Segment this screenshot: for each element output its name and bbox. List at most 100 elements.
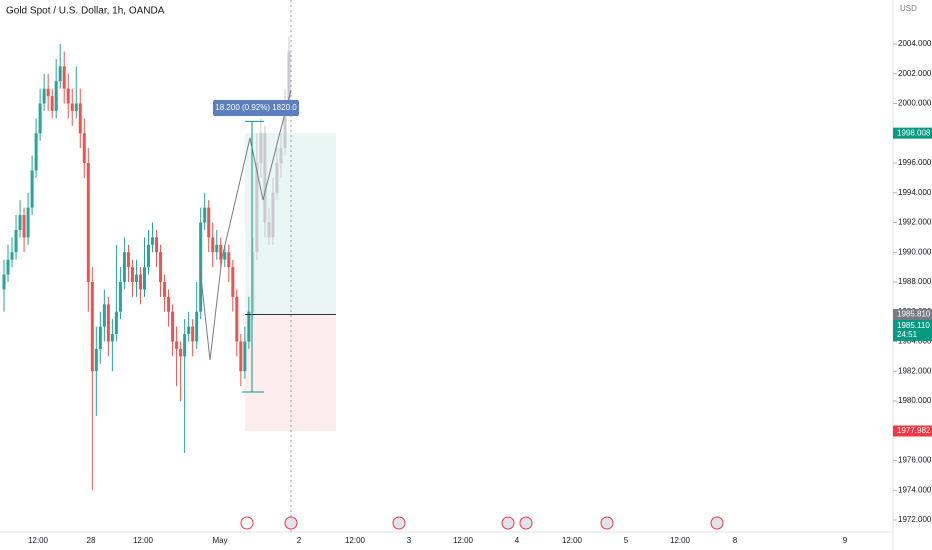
measure-label: 18.200 (0.92%) 1820.0 — [215, 103, 297, 112]
candle-body — [227, 252, 231, 268]
candle-body — [283, 103, 287, 149]
x-tick-label: 12:00 — [133, 536, 154, 545]
last-price: 1985.110 — [897, 321, 930, 330]
y-tick-label: 1976.000 — [898, 456, 932, 465]
candle-body — [70, 103, 74, 111]
x-tick-label: 12:00 — [562, 536, 583, 545]
candle-body — [243, 341, 247, 372]
candle-body — [78, 103, 82, 134]
candle-body — [42, 88, 46, 104]
stop-price-box — [893, 425, 932, 437]
countdown: 24:51 — [897, 330, 918, 339]
candle-body — [14, 229, 18, 253]
candle-body — [219, 244, 223, 260]
x-tick-label: 8 — [733, 536, 738, 545]
candle-body — [207, 207, 211, 238]
candle-body — [151, 237, 155, 245]
candle-body — [223, 252, 227, 260]
candle-body — [279, 148, 283, 164]
event-icon — [519, 516, 533, 530]
candle-body — [179, 348, 183, 357]
y-tick-label: 1996.000 — [898, 158, 932, 167]
candle-body — [287, 51, 291, 104]
candle-body — [46, 88, 50, 97]
candle-body — [191, 326, 195, 342]
candle-body — [251, 252, 255, 312]
candle-body — [167, 296, 171, 312]
candle-body — [142, 267, 146, 290]
x-tick-label: 12:00 — [345, 536, 366, 545]
candle-body — [255, 163, 259, 253]
candle-body — [134, 274, 138, 282]
candle-body — [74, 103, 78, 111]
candle-body — [90, 281, 94, 372]
profit-zone — [245, 133, 336, 315]
candle-body — [122, 252, 126, 282]
candle-body — [175, 341, 179, 349]
event-icon — [600, 516, 614, 530]
target-price-box — [893, 127, 932, 139]
candle-body — [62, 66, 66, 89]
y-tick-label: 1988.000 — [898, 277, 932, 286]
currency-label: USD — [900, 4, 917, 13]
candle-body — [2, 274, 6, 290]
last-price-box — [893, 319, 932, 341]
chart-title: Gold Spot / U.S. Dollar, 1h, OANDA — [6, 6, 165, 17]
candle-body — [38, 103, 42, 134]
candle-body — [263, 133, 267, 223]
measure-label-box — [213, 100, 299, 116]
y-tick-label: 1980.000 — [898, 396, 932, 405]
candle-body — [106, 304, 110, 342]
candle-body — [82, 133, 86, 164]
event-icons — [240, 516, 724, 530]
y-tick-label: 2004.000 — [898, 39, 932, 48]
y-tick-label: 2002.000 — [898, 69, 932, 78]
projection-path — [199, 89, 292, 361]
y-tick-label: 1984.000 — [898, 337, 932, 346]
candle-body — [195, 311, 199, 342]
candle-body — [50, 96, 54, 111]
x-tick-label: 4 — [515, 536, 520, 545]
candle-body — [54, 81, 58, 111]
candle-body — [30, 170, 34, 208]
candle-body — [171, 311, 175, 342]
loss-zone — [245, 314, 336, 431]
event-icon — [240, 516, 254, 530]
event-icon — [392, 516, 406, 530]
candle-body — [215, 244, 219, 253]
candle-body — [239, 341, 243, 372]
candle-body — [10, 252, 14, 260]
candle-body — [211, 237, 215, 253]
target-price: 1998.008 — [897, 128, 931, 137]
entry-price-box — [893, 309, 932, 321]
candle-body — [231, 267, 235, 297]
candle-body — [102, 304, 106, 327]
candle-body — [147, 244, 151, 268]
event-icon — [710, 516, 724, 530]
candle-body — [94, 348, 98, 372]
candle-body — [130, 267, 134, 282]
candle-body — [183, 334, 187, 357]
candle-body — [159, 252, 163, 282]
entry-price: 1985.810 — [897, 310, 931, 319]
candle-body — [126, 252, 130, 268]
candle-body — [267, 222, 271, 238]
candle-body — [163, 281, 167, 297]
candle-body — [138, 274, 142, 290]
y-tick-label: 1972.000 — [898, 515, 932, 524]
event-icon — [501, 516, 515, 530]
x-tick-label: 9 — [843, 536, 848, 545]
x-tick-label: 28 — [87, 536, 96, 545]
candle-body — [114, 311, 118, 335]
candle-body — [259, 133, 263, 164]
x-tick-label: 12:00 — [670, 536, 691, 545]
candle-body — [98, 326, 102, 349]
x-tick-label: 2 — [297, 536, 302, 545]
y-tick-label: 1974.000 — [898, 485, 932, 494]
candle-body — [6, 259, 10, 275]
candle-body — [271, 192, 275, 238]
stop-price: 1977.982 — [897, 426, 931, 435]
candle-body — [187, 326, 191, 335]
